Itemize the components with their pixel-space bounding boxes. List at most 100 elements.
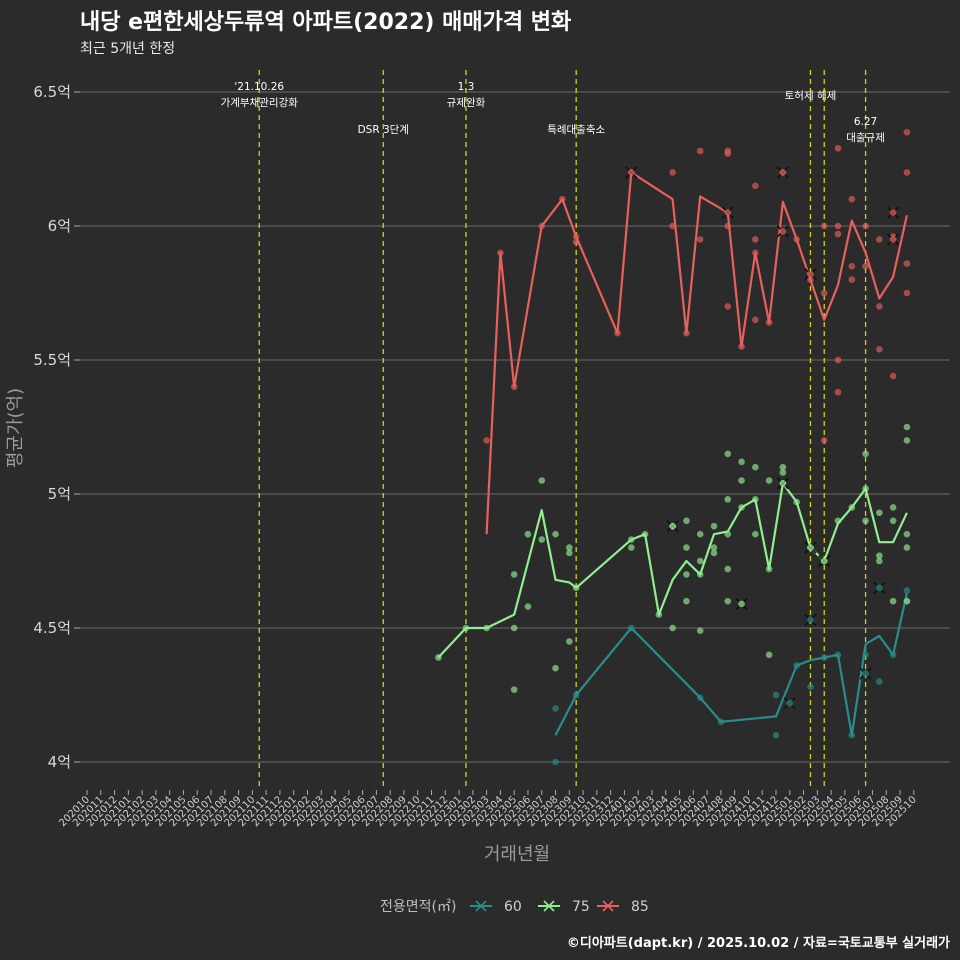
- point-85-22: [752, 316, 759, 324]
- point-85-30: [834, 144, 842, 152]
- ytick-label-5: 6.5억: [33, 83, 71, 101]
- chart-caption: ©디아파트(dapt.kr) / 2025.10.02 / 자료=국토교통부 실…: [567, 935, 950, 951]
- point-85-12: [696, 147, 704, 155]
- series-60: [552, 581, 911, 766]
- legend-cross-85: [602, 900, 614, 912]
- y-gridlines: [74, 91, 950, 763]
- point-75-26: [696, 530, 704, 538]
- point-75-34: [724, 496, 732, 503]
- ytick-label-1: 4.5억: [33, 619, 71, 637]
- legend-label-60: 60: [504, 899, 522, 915]
- cross-dot-75-2: [779, 479, 787, 487]
- cross-dot-85-2: [779, 169, 787, 176]
- point-75-60: [876, 557, 883, 565]
- point-75-43: [752, 530, 759, 538]
- ytick-label-4: 6억: [48, 217, 71, 235]
- point-75-64: [903, 423, 911, 431]
- point-75-33: [724, 450, 732, 458]
- point-85-19: [752, 182, 759, 190]
- point-85-31: [834, 222, 842, 230]
- point-75-7: [524, 603, 532, 610]
- point-75-57: [862, 517, 869, 525]
- cross-dot-75-0: [669, 522, 676, 530]
- event-label-6-1: 대출규제: [846, 132, 885, 144]
- point-75-32: [710, 549, 718, 557]
- point-75-41: [752, 463, 759, 471]
- series-85: [483, 128, 911, 535]
- point-85-41: [876, 303, 883, 310]
- point-85-42: [876, 345, 883, 353]
- cross-dot-60-0: [786, 699, 794, 707]
- event-label-0-1: 가계부채관리강화: [221, 97, 299, 109]
- point-75-65: [903, 437, 911, 444]
- line-75: [437, 482, 908, 659]
- point-85-28: [820, 289, 828, 297]
- point-75-22: [683, 517, 690, 525]
- event-label-6-0: 6.27: [854, 116, 877, 128]
- point-85-20: [752, 236, 759, 243]
- point-85-27: [820, 222, 828, 230]
- point-85-46: [903, 169, 911, 176]
- point-60-0: [552, 705, 559, 712]
- point-85-29: [820, 437, 828, 444]
- point-85-33: [834, 356, 842, 364]
- legend-title: 전용면적(㎡): [380, 899, 456, 915]
- cross-dot-85-4: [807, 270, 814, 278]
- point-75-47: [779, 463, 787, 471]
- cross-dot-85-5: [889, 209, 897, 216]
- point-75-11: [552, 664, 559, 672]
- point-85-34: [834, 388, 842, 396]
- cross-dot-75-1: [738, 600, 745, 608]
- legend-cross-60: [475, 900, 487, 912]
- point-85-32: [834, 230, 842, 238]
- event-label-2-1: 규제완화: [447, 96, 486, 109]
- point-85-15: [724, 150, 732, 157]
- point-75-61: [889, 504, 897, 511]
- point-60-14: [876, 678, 883, 685]
- point-75-23: [683, 544, 690, 551]
- point-85-17: [724, 303, 732, 310]
- point-75-48: [779, 469, 787, 476]
- legend-cross-75: [543, 900, 555, 912]
- point-75-4: [510, 624, 518, 632]
- cross-dot-75-3: [807, 544, 814, 551]
- event-label-3-0: 특례대출축소: [547, 124, 605, 136]
- point-75-17: [628, 544, 635, 551]
- point-75-5: [510, 686, 518, 693]
- point-75-30: [710, 522, 718, 530]
- point-75-14: [566, 638, 573, 645]
- point-75-6: [524, 530, 532, 538]
- point-85-39: [862, 262, 869, 270]
- chart-subtitle: 최근 5개년 한정: [80, 41, 175, 57]
- cross-dot-85-0: [628, 169, 635, 176]
- point-60-9: [807, 683, 814, 691]
- point-60-17: [903, 587, 911, 594]
- cross-dot-60-3: [876, 584, 883, 592]
- point-85-0: [483, 437, 490, 444]
- x-tick-labels: 2020102020112020122021012021022021032021…: [57, 790, 919, 829]
- point-85-38: [862, 222, 869, 230]
- point-85-35: [848, 195, 856, 203]
- y-tick-labels: 4억 4.5억 5억 5.5억 6억 6.5억: [33, 83, 71, 771]
- point-85-37: [848, 276, 856, 283]
- point-75-68: [903, 597, 911, 605]
- event-label-1-0: DSR 3단계: [358, 124, 409, 136]
- ytick-label-2: 5억: [48, 485, 71, 503]
- y-axis-label: 평균가(억): [5, 388, 26, 468]
- point-75-25: [683, 597, 690, 605]
- cross-dot-60-2: [862, 670, 869, 677]
- point-85-40: [876, 236, 883, 243]
- point-75-36: [724, 565, 732, 573]
- chart-title: 내당 e편한세상두류역 아파트(2022) 매매가격 변화: [80, 10, 571, 35]
- line-85: [485, 171, 908, 535]
- point-75-67: [903, 544, 911, 551]
- point-75-31: [710, 544, 718, 551]
- cross-dot-75-4: [820, 557, 828, 565]
- point-75-24: [683, 571, 690, 578]
- cross-dot-60-1: [807, 616, 814, 624]
- point-75-39: [738, 477, 745, 484]
- point-75-37: [724, 597, 732, 605]
- point-75-21: [669, 624, 676, 632]
